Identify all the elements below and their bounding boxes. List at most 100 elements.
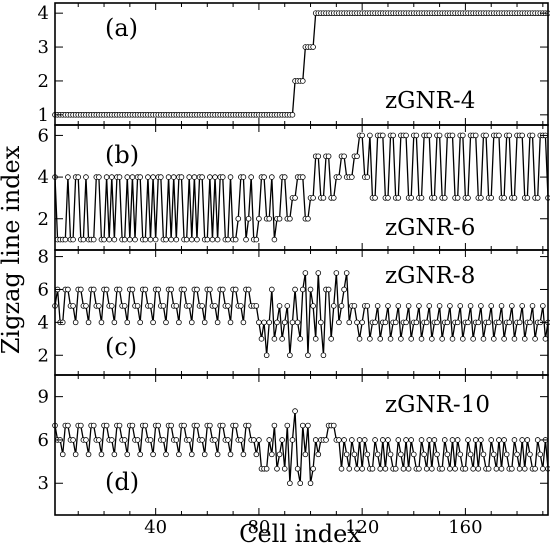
data-point — [227, 451, 234, 458]
data-point — [511, 195, 518, 201]
data-point — [129, 286, 136, 293]
data-point — [374, 451, 381, 458]
data-point — [186, 303, 193, 309]
data-point — [519, 303, 525, 309]
data-point — [478, 437, 484, 443]
panel-name: zGNR-4 — [385, 88, 475, 114]
data-point — [465, 319, 471, 326]
data-point — [441, 437, 448, 443]
data-point — [176, 451, 182, 458]
data-point — [181, 286, 187, 293]
data-point — [307, 286, 314, 293]
data-point — [341, 153, 347, 160]
data-point — [519, 437, 525, 443]
data-point — [312, 437, 319, 443]
data-point — [240, 174, 247, 180]
data-point — [225, 437, 231, 443]
data-point — [330, 303, 337, 309]
markers-d — [52, 408, 550, 487]
data-point — [532, 466, 538, 472]
data-point — [307, 480, 314, 487]
data-point — [351, 451, 358, 458]
y-tick-label: 4 — [38, 312, 49, 333]
data-point — [189, 319, 195, 326]
data-point — [212, 303, 218, 309]
data-point — [501, 195, 507, 201]
data-point — [447, 466, 453, 472]
data-point — [454, 437, 461, 443]
data-point — [387, 451, 394, 458]
data-point — [454, 319, 461, 326]
data-point — [364, 451, 371, 458]
data-point — [96, 174, 102, 180]
data-point — [521, 466, 528, 472]
data-point — [173, 437, 180, 443]
data-point — [395, 195, 402, 201]
data-point — [349, 174, 355, 180]
x-tick-labels: 40 80 120 160 — [144, 517, 482, 538]
data-point — [59, 451, 66, 458]
data-point — [421, 451, 427, 458]
data-point — [147, 437, 154, 443]
data-point — [83, 437, 89, 443]
data-point — [108, 437, 115, 443]
data-point — [160, 437, 167, 443]
data-point — [325, 286, 332, 293]
data-point — [418, 195, 425, 201]
data-point — [387, 336, 394, 342]
data-point — [183, 236, 190, 243]
data-point — [457, 303, 464, 309]
data-point — [186, 437, 193, 443]
data-point — [204, 236, 211, 243]
data-point — [145, 174, 151, 180]
data-point — [294, 319, 301, 326]
data-point — [488, 437, 495, 443]
data-point — [80, 236, 87, 243]
data-point — [160, 303, 167, 309]
data-point — [103, 286, 110, 293]
data-point — [287, 352, 293, 359]
data-point — [537, 451, 544, 458]
data-point — [263, 352, 270, 359]
data-point — [124, 174, 131, 180]
data-point — [65, 422, 71, 429]
data-point — [532, 336, 538, 342]
data-point — [529, 132, 536, 139]
data-point — [289, 112, 296, 118]
data-point — [349, 437, 355, 443]
data-point — [416, 466, 422, 472]
data-point — [276, 303, 283, 309]
markers-b — [52, 132, 550, 243]
data-point — [457, 451, 464, 458]
data-point — [439, 336, 445, 342]
data-point — [467, 451, 474, 458]
data-point — [256, 215, 262, 222]
data-point — [121, 236, 128, 243]
data-point — [178, 174, 185, 180]
data-point — [134, 303, 141, 309]
data-point — [408, 437, 415, 443]
data-point — [305, 215, 311, 222]
data-point — [354, 153, 360, 160]
data-point — [346, 319, 353, 326]
data-point — [385, 437, 391, 443]
data-point — [441, 195, 448, 201]
data-point — [336, 174, 342, 180]
data-point — [70, 236, 76, 243]
data-point — [395, 303, 402, 309]
data-point — [534, 195, 541, 201]
data-point — [299, 78, 306, 84]
data-point — [540, 466, 546, 472]
data-point — [367, 132, 373, 139]
data-point — [212, 437, 218, 443]
data-point — [168, 286, 174, 293]
data-point — [475, 466, 482, 472]
y-tick-label: 2 — [38, 71, 49, 92]
data-point — [354, 319, 360, 326]
data-point — [103, 174, 110, 180]
data-point — [346, 466, 353, 472]
data-point — [302, 451, 309, 458]
data-point — [191, 174, 198, 180]
data-point — [382, 319, 389, 326]
